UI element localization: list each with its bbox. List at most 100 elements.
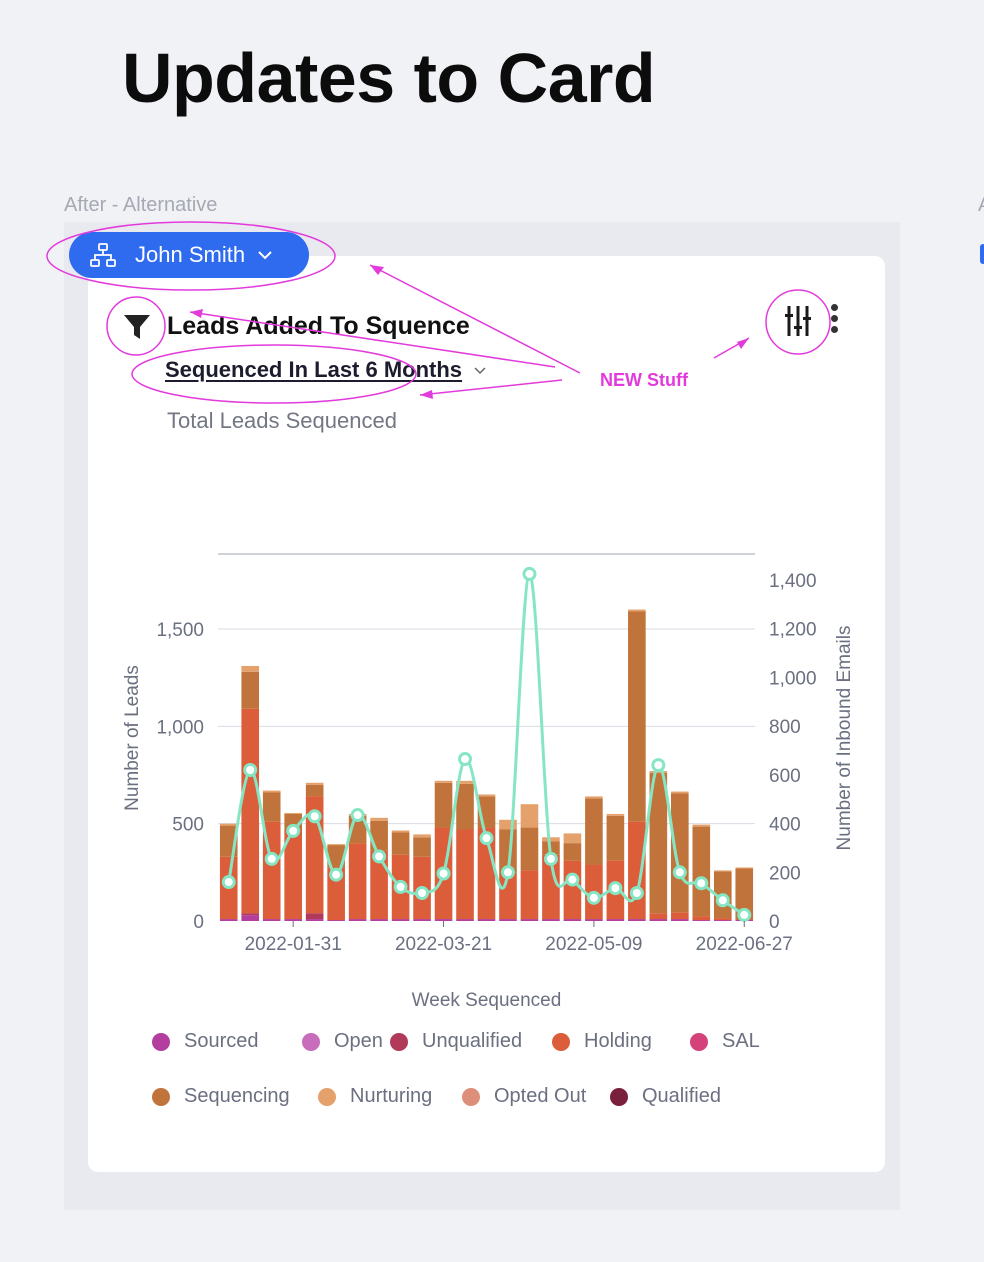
bar-segment-holding	[348, 843, 367, 920]
bar-segment-nurturing	[520, 804, 539, 828]
bar-segment-sourced	[585, 919, 603, 921]
bar-segment-nurturing	[413, 834, 431, 838]
bar-segment-sourced	[477, 919, 496, 921]
line-point	[651, 758, 666, 773]
bar-segment-sourced	[262, 919, 281, 921]
owner-selector-pill[interactable]: John Smith	[69, 232, 309, 278]
bar-segment-unqualified	[305, 913, 324, 920]
legend-dot	[318, 1087, 336, 1106]
line-point	[243, 762, 258, 777]
legend-item-unqualified[interactable]: Unqualified	[390, 1030, 522, 1053]
y-tick-label: 1,500	[156, 620, 204, 641]
bar-segment-sequencing	[413, 837, 431, 857]
bar-segment-nurturing	[692, 824, 711, 827]
legend-item-qualified[interactable]: Qualified	[610, 1085, 721, 1108]
legend-item-sequencing[interactable]: Sequencing	[152, 1085, 290, 1108]
line-point	[264, 851, 279, 866]
bar-segment-sequencing	[692, 826, 711, 917]
line-point	[586, 890, 601, 905]
legend-label: Holding	[584, 1030, 652, 1052]
bar-segment-sequencing	[585, 798, 603, 865]
line-point	[458, 752, 473, 767]
bar-segment-sourced	[391, 919, 410, 921]
y-tick-label: 500	[172, 815, 204, 836]
bar-segment-sequencing	[391, 832, 410, 855]
legend-dot	[152, 1032, 170, 1051]
line-point	[500, 865, 515, 880]
more-vertical-icon[interactable]	[828, 304, 840, 336]
x-tick-label: 2022-01-31	[245, 934, 342, 955]
bar-segment-sequencing	[628, 611, 646, 822]
line-point	[436, 866, 451, 881]
legend-label: Open	[334, 1030, 383, 1052]
sliders-icon[interactable]	[784, 304, 812, 338]
bar-segment-sourced	[370, 919, 388, 921]
bar-segment-sourced	[305, 919, 324, 921]
line-point	[629, 885, 644, 900]
y-tick-label: 1,000	[156, 717, 204, 738]
line-point	[694, 876, 709, 891]
y2-tick-label: 200	[769, 863, 801, 884]
filter-icon[interactable]	[122, 312, 152, 342]
legend-dot	[610, 1087, 628, 1106]
bar-segment-nurturing	[391, 830, 410, 833]
legend-dot	[390, 1032, 408, 1051]
bar-segment-sourced	[671, 919, 689, 921]
line-point	[543, 851, 558, 866]
period-selector[interactable]: Sequenced In Last 6 Months	[165, 357, 463, 382]
legend-dot	[462, 1087, 480, 1106]
bar-segment-sequencing	[262, 792, 281, 822]
legend-item-sal[interactable]: SAL	[690, 1030, 760, 1053]
legend-label: Unqualified	[422, 1030, 523, 1052]
legend-item-open[interactable]: Open	[302, 1030, 383, 1053]
chevron-down-icon	[258, 251, 272, 260]
bar-segment-nurturing	[327, 844, 345, 846]
bar-segment-nurturing	[370, 817, 388, 821]
bar-segment-sourced	[241, 915, 260, 921]
legend-item-holding[interactable]: Holding	[552, 1030, 652, 1053]
bar-segment-sourced	[520, 919, 539, 921]
legend-dot	[302, 1032, 320, 1051]
owner-name: John Smith	[135, 242, 246, 267]
line-point	[415, 885, 430, 900]
bar-segment-holding	[692, 916, 711, 921]
frame-label: After - Alternative	[64, 194, 218, 216]
bar-segment-holding	[671, 912, 689, 920]
legend-label: Qualified	[642, 1085, 721, 1107]
legend-item-nurturing[interactable]: Nurturing	[318, 1085, 432, 1108]
bar-segment-sequencing	[520, 827, 539, 871]
bar-segment-nurturing	[284, 812, 302, 814]
bar-segment-unqualified	[241, 913, 260, 916]
legend-label: Sourced	[184, 1030, 259, 1052]
legend-dot	[552, 1032, 570, 1051]
bar-segment-nurturing	[542, 837, 560, 842]
bar-segment-holding	[713, 918, 732, 921]
legend-dot	[152, 1087, 170, 1106]
y2-tick-label: 1,400	[769, 571, 817, 592]
line-point	[479, 831, 494, 846]
chevron-down-icon[interactable]	[474, 367, 486, 375]
legend-item-sourced[interactable]: Sourced	[152, 1030, 259, 1053]
line-point	[329, 867, 344, 882]
bar-segment-holding	[370, 850, 388, 920]
bar-segment-sourced	[434, 919, 453, 921]
x-tick-label: 2022-03-21	[395, 934, 492, 955]
next-frame-pill-edge	[980, 244, 984, 264]
bar-segment-holding	[499, 872, 517, 920]
bar-segment-holding	[327, 867, 345, 921]
bar-segment-nurturing	[606, 813, 625, 816]
bar-segment-nurturing	[628, 609, 646, 612]
bar-segment-sequencing	[563, 843, 582, 861]
bar-segment-sourced	[563, 919, 582, 921]
leads-card	[88, 256, 885, 1172]
line-point	[522, 566, 537, 581]
bar-segment-sourced	[413, 919, 431, 921]
legend-item-opted-out[interactable]: Opted Out	[462, 1085, 586, 1108]
bar-segment-nurturing	[219, 823, 238, 826]
y2-tick-label: 1,200	[769, 620, 817, 641]
bar-segment-sourced	[456, 919, 474, 921]
bar-segment-holding	[284, 829, 302, 920]
bar-segment-sourced	[499, 919, 517, 921]
bar-segment-holding	[542, 854, 560, 920]
legend-label: SAL	[722, 1030, 760, 1052]
